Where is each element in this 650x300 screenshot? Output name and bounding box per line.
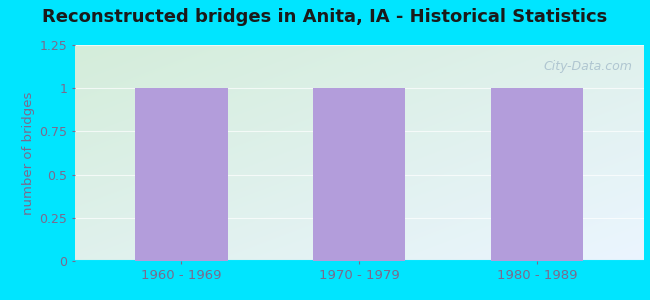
Text: City-Data.com: City-Data.com xyxy=(543,60,632,73)
Text: Reconstructed bridges in Anita, IA - Historical Statistics: Reconstructed bridges in Anita, IA - His… xyxy=(42,8,608,26)
Bar xyxy=(313,88,406,261)
Bar xyxy=(491,88,583,261)
Bar xyxy=(135,88,228,261)
Y-axis label: number of bridges: number of bridges xyxy=(22,91,35,215)
